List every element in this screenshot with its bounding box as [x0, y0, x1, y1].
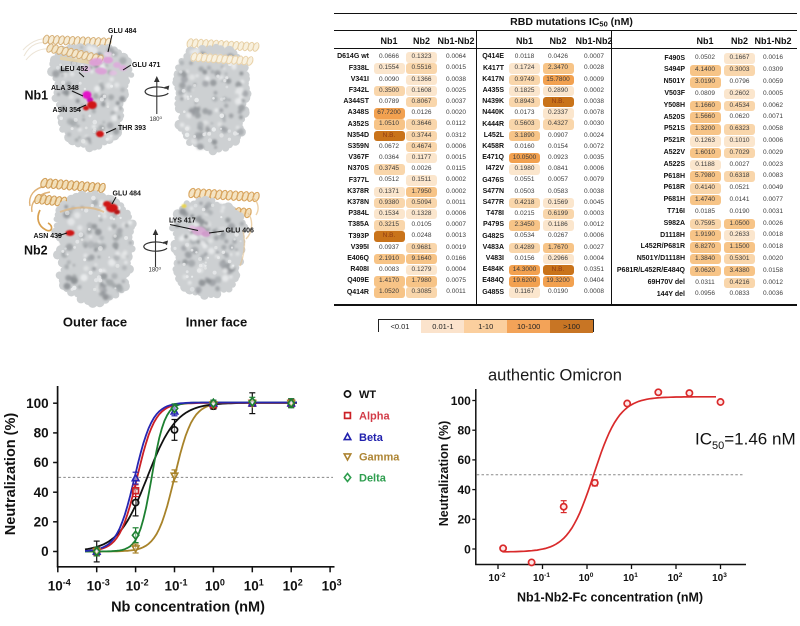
svg-text:Inner face: Inner face	[186, 315, 247, 330]
svg-text:Nb1: Nb1	[25, 89, 49, 103]
svg-text:Delta: Delta	[359, 472, 387, 484]
svg-text:Nb2: Nb2	[24, 244, 48, 258]
svg-text:100: 100	[205, 577, 225, 593]
svg-text:Gamma: Gamma	[359, 451, 400, 463]
svg-text:10-2: 10-2	[126, 577, 149, 593]
svg-text:80: 80	[457, 424, 471, 438]
svg-text:WT: WT	[359, 389, 376, 401]
svg-text:20: 20	[457, 513, 471, 527]
svg-text:101: 101	[623, 572, 638, 584]
svg-text:Beta: Beta	[359, 432, 384, 444]
svg-text:Nb concentration (nM): Nb concentration (nM)	[111, 600, 265, 616]
svg-text:GLU 406: GLU 406	[226, 228, 255, 235]
svg-text:103: 103	[322, 577, 342, 593]
svg-text:Neutralization (%): Neutralization (%)	[3, 413, 19, 536]
svg-text:LEU 452: LEU 452	[61, 66, 89, 73]
svg-text:Alpha: Alpha	[359, 410, 390, 422]
svg-text:GLU 471: GLU 471	[132, 62, 161, 69]
svg-text:103: 103	[712, 572, 727, 584]
svg-text:Outer face: Outer face	[63, 315, 127, 330]
svg-text:20: 20	[34, 514, 49, 529]
svg-text:40: 40	[457, 483, 471, 497]
svg-text:102: 102	[283, 577, 303, 593]
svg-text:180o: 180o	[150, 115, 163, 123]
svg-text:80: 80	[34, 426, 49, 441]
svg-text:100: 100	[26, 396, 49, 411]
svg-text:10-1: 10-1	[533, 572, 550, 584]
svg-text:10-3: 10-3	[87, 577, 110, 593]
svg-text:authentic Omicron: authentic Omicron	[488, 367, 622, 385]
svg-text:60: 60	[457, 453, 471, 467]
svg-text:0: 0	[464, 542, 471, 556]
svg-text:101: 101	[244, 577, 264, 593]
svg-text:60: 60	[34, 455, 49, 470]
svg-text:10-2: 10-2	[489, 572, 506, 584]
svg-text:ASN 439: ASN 439	[34, 233, 63, 240]
svg-text:GLU 484: GLU 484	[113, 191, 142, 198]
svg-text:100: 100	[451, 394, 471, 408]
svg-text:ALA 348: ALA 348	[51, 85, 79, 92]
svg-text:102: 102	[668, 572, 683, 584]
svg-text:10-1: 10-1	[164, 577, 187, 593]
svg-text:0: 0	[41, 544, 49, 559]
svg-text:ASN 354: ASN 354	[53, 107, 82, 114]
svg-text:100: 100	[579, 572, 594, 584]
svg-text:180o: 180o	[149, 266, 162, 274]
svg-text:THR 393: THR 393	[118, 125, 146, 132]
svg-text:GLU 484: GLU 484	[108, 28, 137, 35]
svg-text:10-4: 10-4	[48, 577, 71, 593]
svg-text:Neutralization (%): Neutralization (%)	[437, 421, 451, 527]
svg-text:LYS 417: LYS 417	[169, 218, 196, 225]
svg-text:Nb1-Nb2-Fc concentration (nM): Nb1-Nb2-Fc concentration (nM)	[517, 591, 703, 605]
svg-text:IC50=1.46 nM: IC50=1.46 nM	[695, 430, 796, 453]
svg-text:40: 40	[34, 485, 49, 500]
